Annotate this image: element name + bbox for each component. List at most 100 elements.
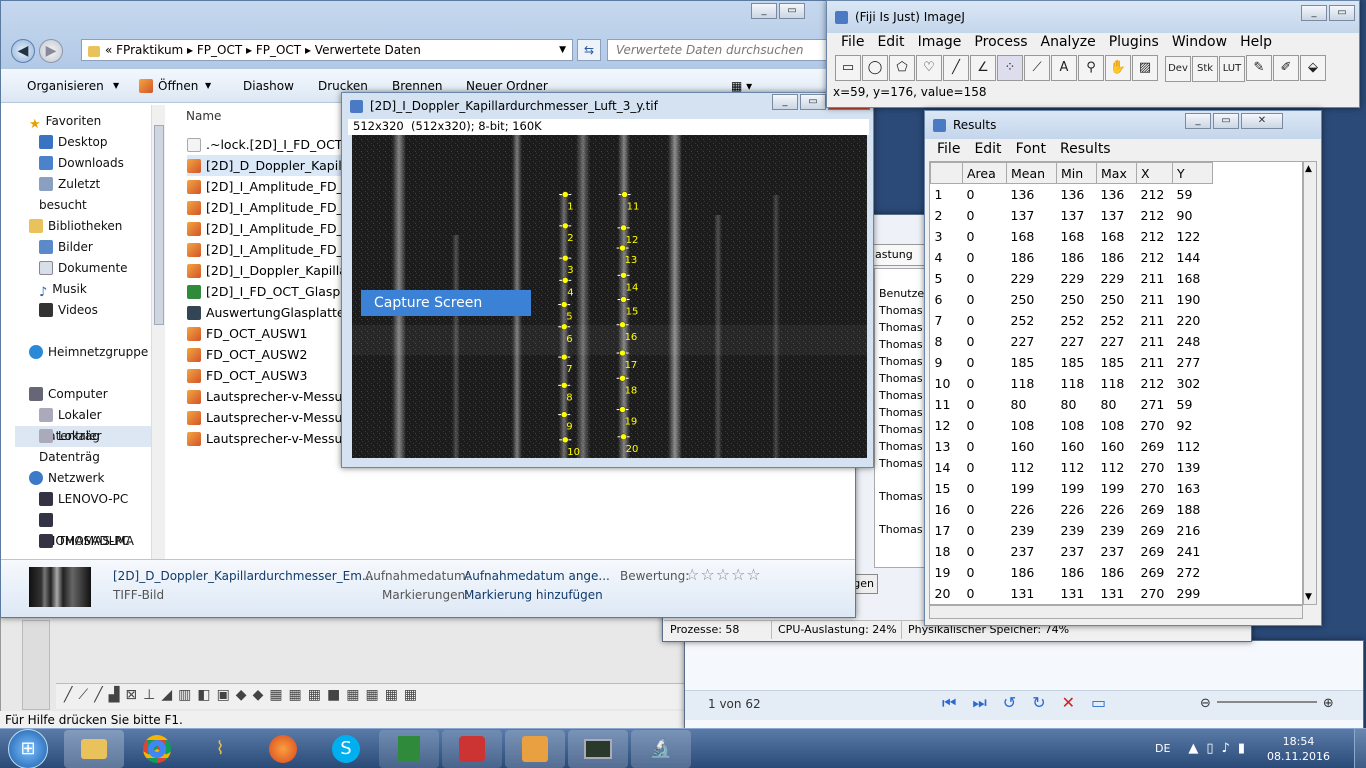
- column-header[interactable]: [930, 162, 963, 184]
- column-header[interactable]: Y: [1172, 162, 1213, 184]
- menu-image[interactable]: Image: [917, 34, 962, 50]
- file-row[interactable]: Lautsprecher-v-Messung1: [187, 386, 342, 407]
- nav-libraries[interactable]: Bibliotheken: [29, 216, 151, 237]
- roi-point[interactable]: 6: [558, 323, 573, 345]
- roi-point[interactable]: 15: [617, 296, 639, 318]
- file-row[interactable]: [2D]_I_Doppler_Kapillardu: [187, 260, 342, 281]
- color-picker-icon[interactable]: ▨: [1132, 55, 1158, 81]
- point-tool-icon[interactable]: ⁘: [997, 55, 1023, 81]
- chevron-down-icon[interactable]: ▼: [559, 45, 566, 55]
- results-hscrollbar[interactable]: [929, 605, 1303, 619]
- taskbar-firefox-icon[interactable]: [253, 730, 313, 768]
- file-row[interactable]: Lautsprecher-v-Messung3: [187, 428, 342, 449]
- stk-tool[interactable]: Stk: [1192, 56, 1218, 82]
- view-icon[interactable]: ▦ ▾: [731, 79, 753, 93]
- toolbar-new-folder[interactable]: Neuer Ordner: [466, 79, 548, 93]
- nav-item-pc[interactable]: THOMAS-PC: [39, 531, 151, 552]
- zoom-slider[interactable]: ⊖ ⊕: [1200, 696, 1334, 711]
- toolbar-slideshow[interactable]: Diashow: [243, 79, 294, 93]
- table-row[interactable]: 16 0 226 226 226 269 188: [931, 499, 1213, 520]
- table-row[interactable]: 2 0 137 137 137 212 90: [931, 205, 1213, 226]
- viewer-controls[interactable]: ⏮⏭↺↻✕▭: [942, 693, 1123, 712]
- column-header[interactable]: Mean: [1006, 162, 1057, 184]
- taskbar-skype-icon[interactable]: S: [316, 730, 376, 768]
- slideshow-icon[interactable]: ▭: [1091, 693, 1123, 712]
- breadcrumb-item[interactable]: FPraktikum: [116, 43, 184, 57]
- taskbar-spreadsheet-icon[interactable]: [379, 729, 439, 768]
- pencil-tool-icon[interactable]: ✎: [1246, 55, 1272, 81]
- taskbar-fiji-icon[interactable]: 🔬: [631, 729, 691, 768]
- roi-point[interactable]: 17: [616, 349, 638, 371]
- file-row[interactable]: [2D]_I_Amplitude_FD_OCT: [187, 239, 342, 260]
- table-row[interactable]: 12 0 108 108 108 270 92: [931, 415, 1213, 436]
- details-tags-value[interactable]: Markierung hinzufügen: [464, 588, 603, 602]
- column-header[interactable]: Area: [962, 162, 1007, 184]
- taskbar-app-icon[interactable]: ⌇: [215, 738, 225, 759]
- table-row[interactable]: 6 0 250 250 250 211 190: [931, 289, 1213, 310]
- table-row[interactable]: 19 0 186 186 186 269 272: [931, 562, 1213, 583]
- file-row[interactable]: [2D]_I_FD_OCT_Glasplatte: [187, 281, 342, 302]
- scroll-down-icon[interactable]: ▼: [1305, 592, 1312, 602]
- toolbar-open[interactable]: Öffnen: [158, 79, 199, 93]
- nav-item-pc[interactable]: LENOVO-PC: [39, 489, 151, 510]
- rectangle-tool-icon[interactable]: ▭: [835, 55, 861, 81]
- file-row[interactable]: Lautsprecher-v-Messung2: [187, 407, 342, 428]
- minimize-button[interactable]: _: [751, 3, 777, 19]
- table-row[interactable]: 10 0 118 118 118 212 302: [931, 373, 1213, 394]
- tab-auslastung[interactable]: astung: [875, 248, 913, 261]
- maximize-button[interactable]: ▭: [1213, 113, 1239, 129]
- roi-point[interactable]: 14: [617, 272, 639, 293]
- nav-homegroup[interactable]: Heimnetzgruppe: [29, 342, 151, 363]
- menu-analyze[interactable]: Analyze: [1040, 34, 1096, 50]
- table-row[interactable]: 13 0 160 160 160 269 112: [931, 436, 1213, 457]
- menu-help[interactable]: Help: [1240, 34, 1272, 50]
- refresh-button[interactable]: ⇆: [577, 39, 601, 61]
- maximize-button[interactable]: ▭: [800, 94, 826, 110]
- breadcrumb-item[interactable]: FP_OCT: [255, 43, 302, 57]
- table-row[interactable]: 7 0 252 252 252 211 220: [931, 310, 1213, 331]
- dev-tool[interactable]: Dev: [1165, 56, 1191, 82]
- table-row[interactable]: 1 0 136 136 136 212 59: [931, 184, 1213, 205]
- back-button[interactable]: ◀: [11, 39, 35, 63]
- roi-point[interactable]: 2: [559, 222, 574, 244]
- oval-tool-icon[interactable]: ◯: [862, 55, 888, 81]
- nav-item-music[interactable]: ♪ Musik: [39, 282, 87, 300]
- nav-item-videos[interactable]: Videos: [39, 300, 151, 321]
- column-header-name[interactable]: Name: [186, 109, 222, 123]
- menu-file[interactable]: File: [841, 34, 865, 50]
- breadcrumb-item[interactable]: FP_OCT: [196, 43, 243, 57]
- table-row[interactable]: 5 0 229 229 229 211 168: [931, 268, 1213, 289]
- file-row[interactable]: FD_OCT_AUSW3: [187, 365, 342, 386]
- search-input[interactable]: Verwertete Daten durchsuchen: [607, 39, 843, 61]
- nav-item-downloads[interactable]: Downloads: [39, 153, 151, 174]
- maximize-button[interactable]: ▭: [779, 3, 805, 19]
- roi-point[interactable]: 19: [616, 406, 638, 428]
- table-row[interactable]: 14 0 112 112 112 270 139: [931, 457, 1213, 478]
- table-row[interactable]: 11 0 80 80 80 271 59: [931, 394, 1213, 415]
- details-date-value[interactable]: Aufnahmedatum ange...: [464, 569, 610, 583]
- roi-point[interactable]: 4: [559, 277, 574, 298]
- show-desktop-button[interactable]: [1354, 728, 1366, 768]
- toolbar-organize[interactable]: Organisieren: [27, 79, 104, 93]
- delete-icon[interactable]: ✕: [1061, 693, 1092, 712]
- taskbar-photos-icon[interactable]: [505, 729, 565, 768]
- roi-point[interactable]: 7: [558, 353, 573, 375]
- file-row[interactable]: FD_OCT_AUSW1: [187, 323, 342, 344]
- language-indicator[interactable]: DE: [1154, 742, 1171, 755]
- clock[interactable]: 18:54 08.11.2016: [1267, 734, 1330, 764]
- file-row[interactable]: [2D]_I_Amplitude_FD_OCT: [187, 218, 342, 239]
- table-row[interactable]: 9 0 185 185 185 211 277: [931, 352, 1213, 373]
- table-row[interactable]: 18 0 237 237 237 269 241: [931, 541, 1213, 562]
- column-header[interactable]: Max: [1096, 162, 1137, 184]
- tray-icons[interactable]: ▲▯♪▮: [1188, 741, 1254, 756]
- nav-favorites[interactable]: ★ Favoriten: [29, 114, 102, 132]
- roi-point[interactable]: 8: [558, 382, 573, 403]
- roi-point[interactable]: 11: [618, 191, 640, 213]
- taskbar-explorer-icon[interactable]: [64, 729, 124, 768]
- nav-item-desktop[interactable]: Desktop: [39, 132, 151, 153]
- wand-tool-icon[interactable]: ⟋: [1024, 55, 1050, 81]
- roi-point[interactable]: 16: [616, 321, 638, 343]
- file-row[interactable]: .~lock.[2D]_I_FD_OCT_Gla: [187, 134, 342, 155]
- menu-process[interactable]: Process: [974, 34, 1028, 50]
- roi-point[interactable]: 10: [559, 436, 580, 458]
